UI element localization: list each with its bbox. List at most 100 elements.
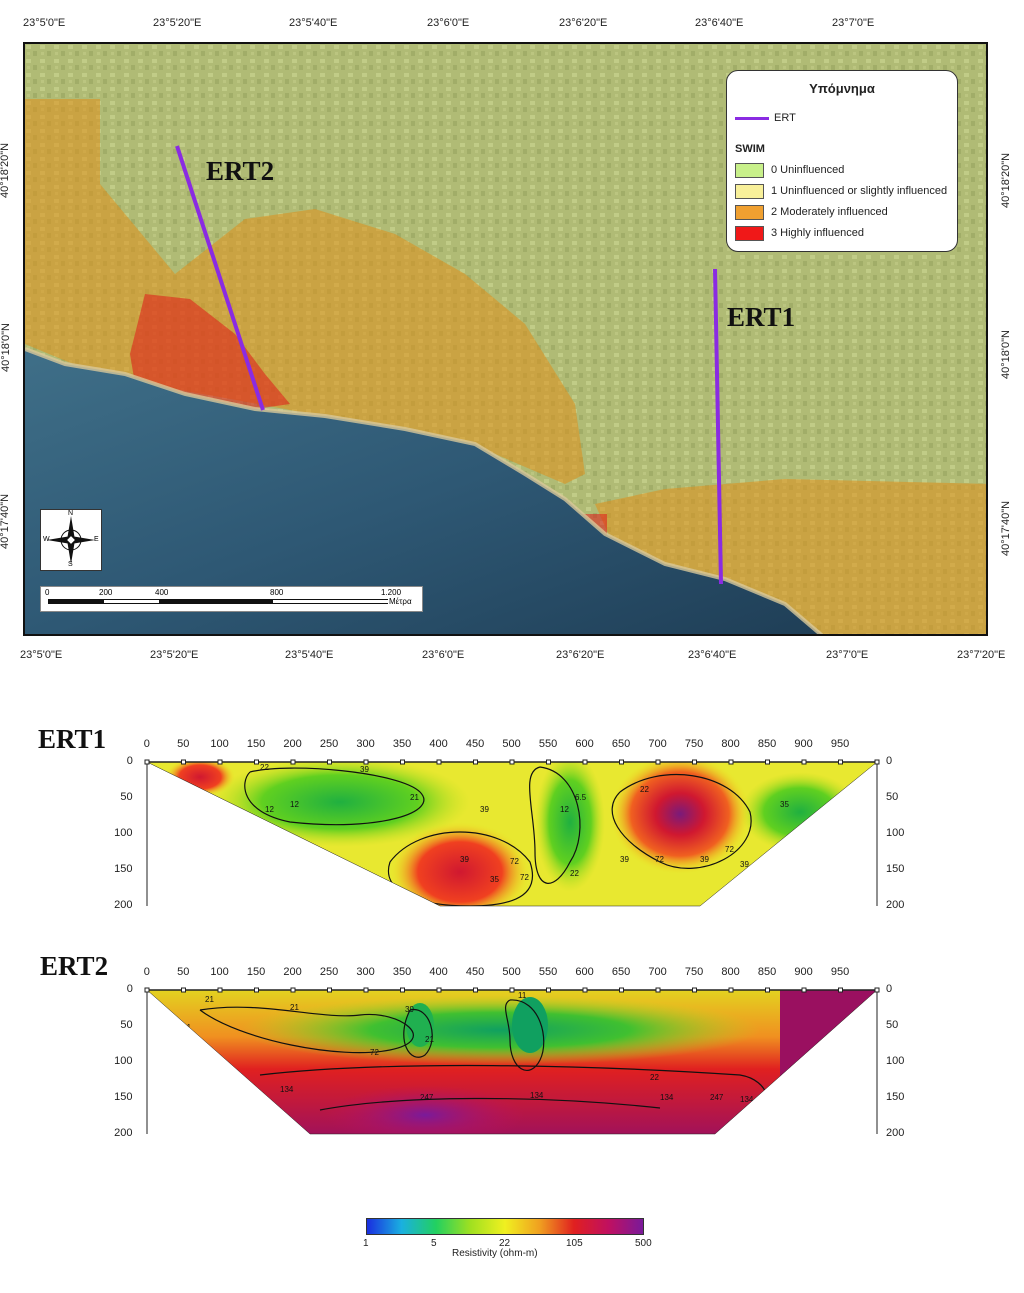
- ert2-contour-label: 134: [280, 1085, 294, 1094]
- ert1-x-tick: 800: [721, 738, 740, 750]
- ert1-y-tick-right: 50: [886, 791, 899, 803]
- scale-bar: 0 200 400 800 1.200 Μέτρα: [40, 586, 423, 612]
- ert1-electrode: [765, 759, 770, 765]
- ert1-contour-label: 35: [490, 875, 499, 884]
- scale-unit: Μέτρα: [389, 597, 412, 606]
- lon-label: 23°5'40"E: [285, 649, 334, 661]
- colorbar-tick: 1: [363, 1238, 369, 1249]
- ert2-electrode: [838, 987, 843, 993]
- ert2-x-tick: 50: [177, 966, 190, 978]
- ert2-y-tick-left: 200: [114, 1127, 133, 1139]
- ert2-electrode: [436, 987, 442, 993]
- ert2-x-tick: 500: [502, 966, 521, 978]
- ert2-electrode: [728, 987, 734, 993]
- colorbar-tick: 5: [431, 1238, 437, 1249]
- sea: [25, 349, 821, 634]
- ert2-x-tick: 650: [611, 966, 631, 978]
- ert1-x-tick: 550: [538, 738, 558, 750]
- ert2-x-tick: 950: [830, 966, 850, 978]
- legend-swatch-0: [735, 163, 764, 178]
- ert1-x-tick: 850: [757, 738, 777, 750]
- legend-label-1: 1 Uninfluenced or slightly influenced: [771, 185, 948, 197]
- ert1-contour-label: 72: [725, 845, 734, 854]
- ert1-x-tick: 300: [356, 738, 375, 750]
- ert2-electrode: [473, 987, 478, 993]
- ert1-line[interactable]: [713, 268, 723, 585]
- scale-tick: 1.200: [381, 588, 402, 597]
- compass-n: N: [68, 510, 74, 517]
- ert2-contour-label: 247: [420, 1093, 434, 1102]
- ert2-contour-label: 134: [660, 1093, 674, 1102]
- colorbar-tick: 105: [566, 1238, 583, 1249]
- lat-label: 40°17'40"N: [1000, 500, 1012, 556]
- ert1-electrode: [728, 759, 734, 765]
- ert2-y-tick-left: 50: [120, 1019, 133, 1031]
- ert1-y-tick-right: 0: [886, 755, 893, 767]
- ert1-contour-label: 21: [410, 793, 419, 802]
- ert2-map-label: ERT2: [206, 156, 275, 186]
- ert1-x-tick: 650: [611, 738, 631, 750]
- ert1-contour-label: 72: [655, 855, 664, 864]
- ert1-electrode: [254, 759, 259, 765]
- scale-bar-fill: [48, 599, 388, 604]
- ert2-y-tick-right: 150: [886, 1091, 905, 1103]
- lon-label: 23°6'20"E: [556, 649, 605, 661]
- ert1-conductive-zone: [740, 772, 860, 852]
- ert2-electrode: [619, 987, 624, 993]
- ert1-x-tick: 100: [210, 738, 229, 750]
- colorbar-tick: 22: [499, 1238, 511, 1249]
- ert2-x-tick: 100: [210, 966, 229, 978]
- ert1-electrode: [838, 759, 843, 765]
- ert1-contour: [529, 766, 581, 884]
- lat-label: 40°18'0"N: [1000, 330, 1012, 379]
- ert1-electrode: [655, 759, 661, 765]
- ert1-map-label: ERT1: [727, 302, 796, 332]
- ert1-contour-label: 39: [740, 860, 749, 869]
- ert2-x-tick: 450: [465, 966, 485, 978]
- ert1-electrode: [363, 759, 369, 765]
- ert2-east-resistive-zone: [780, 990, 877, 1134]
- swim-heading: SWIM: [735, 143, 765, 155]
- ert2-x-tick: 550: [538, 966, 558, 978]
- ert1-electrode: [400, 759, 405, 765]
- ert1-contour-label: 22: [570, 869, 579, 878]
- ert2-line[interactable]: [175, 145, 265, 411]
- ert2-contour: [505, 999, 545, 1071]
- ert2-x-tick: 700: [648, 966, 667, 978]
- ert1-x-tick: 900: [794, 738, 813, 750]
- legend-label-2: 2 Moderately influenced: [771, 206, 888, 218]
- ert1-resistive-anomaly: [390, 822, 530, 906]
- ert2-contour-label: 134: [530, 1091, 544, 1100]
- zone-highly-influenced: [130, 294, 290, 409]
- ert2-electrode: [692, 987, 697, 993]
- scale-tick: 400: [155, 588, 169, 597]
- ert1-x-tick: 150: [246, 738, 266, 750]
- ert1-x-tick: 350: [392, 738, 412, 750]
- coastline: [25, 347, 824, 634]
- ert2-y-tick-right: 50: [886, 1019, 899, 1031]
- ert1-contour-label: 39: [480, 805, 489, 814]
- ert2-y-tick-left: 100: [114, 1055, 133, 1067]
- scale-tick: 800: [270, 588, 284, 597]
- ert2-contour-label: 39: [405, 1005, 414, 1014]
- ert1-x-tick: 400: [429, 738, 448, 750]
- ert2-x-tick: 900: [794, 966, 813, 978]
- ert1-resistive-anomaly: [610, 762, 750, 874]
- ert1-electrode: [874, 759, 880, 765]
- legend-swatch-1: [735, 184, 764, 199]
- zone-moderate-west: [25, 99, 585, 484]
- lon-label: 23°5'0"E: [20, 649, 63, 661]
- ert2-x-tick: 200: [283, 966, 302, 978]
- lon-label: 23°6'40"E: [695, 17, 744, 29]
- ert1-contour-label: 12: [560, 805, 569, 814]
- legend-swatch-2: [735, 205, 764, 220]
- ert2-conductive-zone: [240, 995, 760, 1065]
- scale-tick: 0: [45, 588, 50, 597]
- ert1-contour-label: 72: [520, 873, 529, 882]
- ert1-electrode: [509, 759, 515, 765]
- ert1-electrode: [692, 759, 697, 765]
- ert1-contour-label: 12: [265, 805, 274, 814]
- ert2-x-tick: 750: [684, 966, 704, 978]
- ert1-conductive-zone: [535, 762, 605, 892]
